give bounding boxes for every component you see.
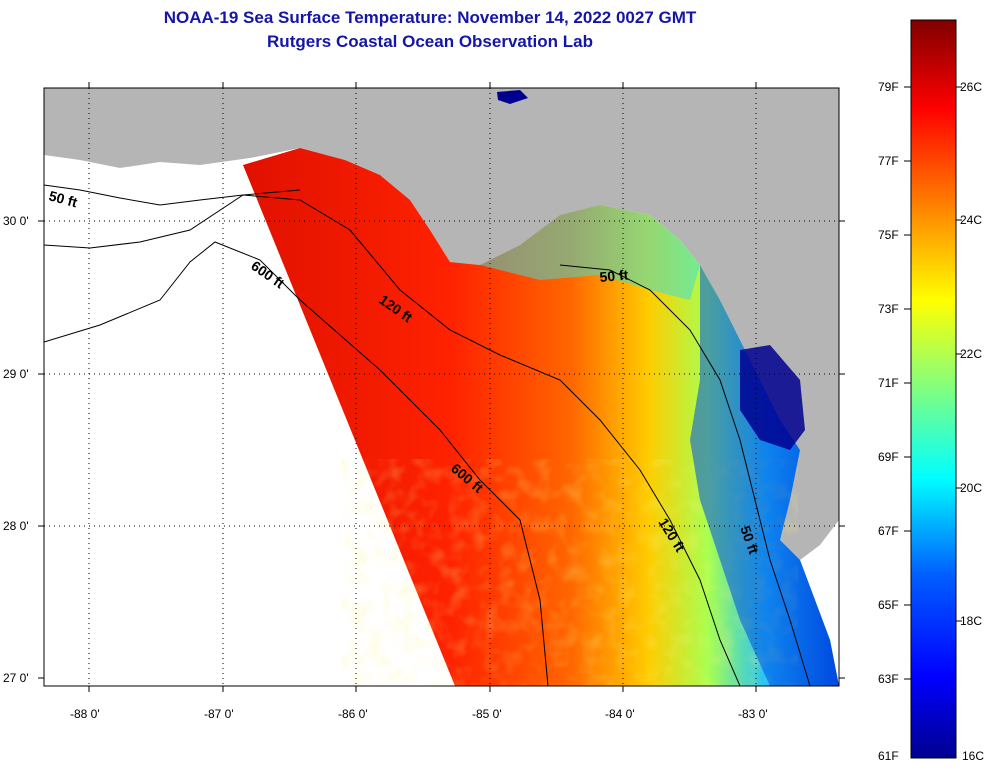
lat-label: 28 0' [3, 519, 29, 533]
colorbar-label-c: 24C [960, 213, 982, 227]
contour-label: 50 ft [47, 187, 79, 210]
tick-marks [38, 82, 845, 692]
lon-label: -87 0' [204, 707, 234, 721]
coastal-cold-band [690, 265, 839, 686]
colorbar-label-f: 75F [878, 228, 899, 242]
lat-label: 29 0' [3, 367, 29, 381]
land-florida-panhandle [44, 88, 839, 560]
colorbar-label-c: 16C [962, 749, 984, 763]
lat-label: 30 0' [3, 214, 29, 228]
contour-600ft [44, 241, 549, 686]
colorbar-label-f: 61F [878, 749, 899, 763]
colorbar-label-f: 77F [878, 154, 899, 168]
lon-label: -86 0' [338, 707, 368, 721]
colorbar-label-f: 73F [878, 302, 899, 316]
swath-texture [380, 480, 760, 686]
contour-label: 50 ft [599, 267, 629, 285]
colorbar-label-c: 18C [960, 614, 982, 628]
colorbar-ticks [904, 86, 962, 680]
lon-label: -85 0' [472, 707, 502, 721]
colorbar-label-f: 63F [878, 672, 899, 686]
lat-label: 27 0' [3, 671, 29, 685]
map-frame [43, 87, 840, 687]
map-title: NOAA-19 Sea Surface Temperature: Novembe… [163, 8, 697, 27]
map-subtitle: Rutgers Coastal Ocean Observation Lab [267, 32, 593, 51]
contour-50ft-east [559, 264, 811, 686]
colorbar-label-f: 69F [878, 450, 899, 464]
lon-label: -84 0' [605, 707, 635, 721]
lon-label: -88 0' [70, 707, 100, 721]
bathymetry-contours [44, 184, 811, 686]
contour-120ft [44, 194, 741, 686]
inland-lake [497, 90, 528, 104]
colorbar-label-c: 20C [960, 481, 982, 495]
map-area: 50 ft 600 ft 120 ft 50 ft 600 ft 120 ft … [44, 88, 839, 686]
colorbar-label-f: 65F [878, 598, 899, 612]
nearshore-cyan [480, 205, 700, 300]
colorbar-label-c: 22C [960, 347, 982, 361]
colorbar [910, 19, 957, 759]
colorbar-label-f: 79F [878, 80, 899, 94]
colorbar-label-f: 67F [878, 524, 899, 538]
lon-label: -83 0' [738, 707, 768, 721]
colorbar-label-c: 26C [960, 80, 982, 94]
colorbar-label-f: 71F [878, 376, 899, 390]
